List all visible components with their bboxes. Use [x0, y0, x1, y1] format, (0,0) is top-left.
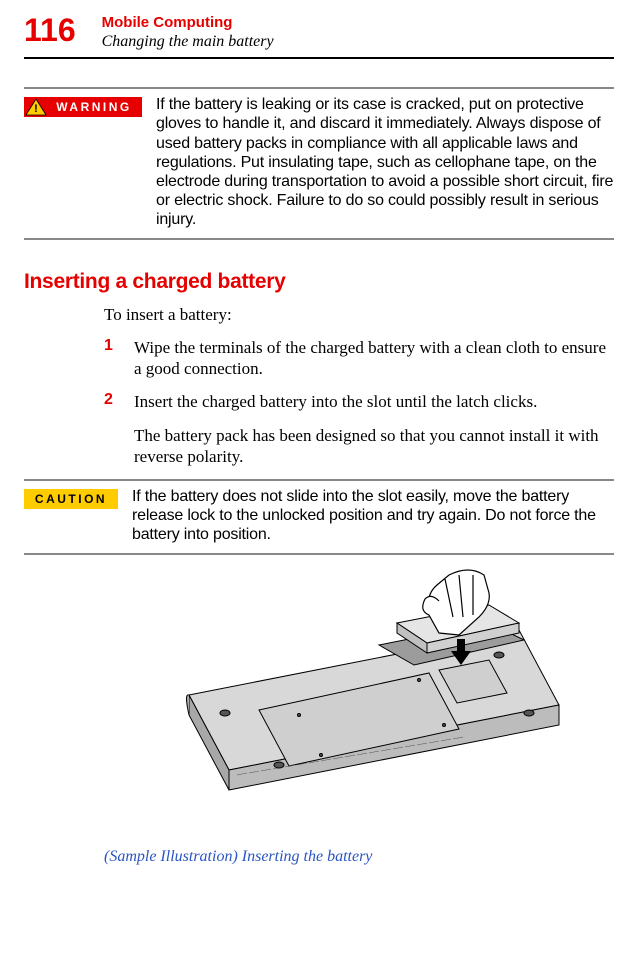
step: 1 Wipe the terminals of the charged batt…: [104, 337, 614, 380]
warning-text: If the battery is leaking or its case is…: [156, 95, 614, 229]
warning-badge-label: WARNING: [56, 100, 132, 114]
step: 2 Insert the charged battery into the sl…: [104, 391, 614, 412]
caution-text: If the battery does not slide into the s…: [132, 487, 614, 545]
section-heading: Inserting a charged battery: [24, 270, 614, 294]
header-title: Mobile Computing: [102, 14, 274, 32]
step-number: 2: [104, 391, 134, 412]
warning-badge: ! WARNING: [24, 97, 142, 117]
illustration-caption: (Sample Illustration) Inserting the batt…: [104, 848, 614, 866]
caution-badge-label: CAUTION: [35, 492, 107, 506]
step-list: 1 Wipe the terminals of the charged batt…: [104, 337, 614, 413]
step-text: Insert the charged battery into the slot…: [134, 391, 614, 412]
page-number: 116: [24, 14, 76, 46]
section-intro: To insert a battery:: [104, 304, 614, 325]
caution-badge: CAUTION: [24, 489, 118, 509]
battery-illustration: [84, 565, 614, 826]
svg-text:!: !: [34, 103, 38, 115]
caution-callout: CAUTION If the battery does not slide in…: [24, 479, 614, 555]
header-rule: [24, 57, 614, 59]
warning-callout: ! WARNING If the battery is leaking or i…: [24, 87, 614, 239]
header-subtitle: Changing the main battery: [102, 32, 274, 51]
step-number: 1: [104, 337, 134, 380]
step-followup: The battery pack has been designed so th…: [134, 425, 614, 468]
step-text: Wipe the terminals of the charged batter…: [134, 337, 614, 380]
